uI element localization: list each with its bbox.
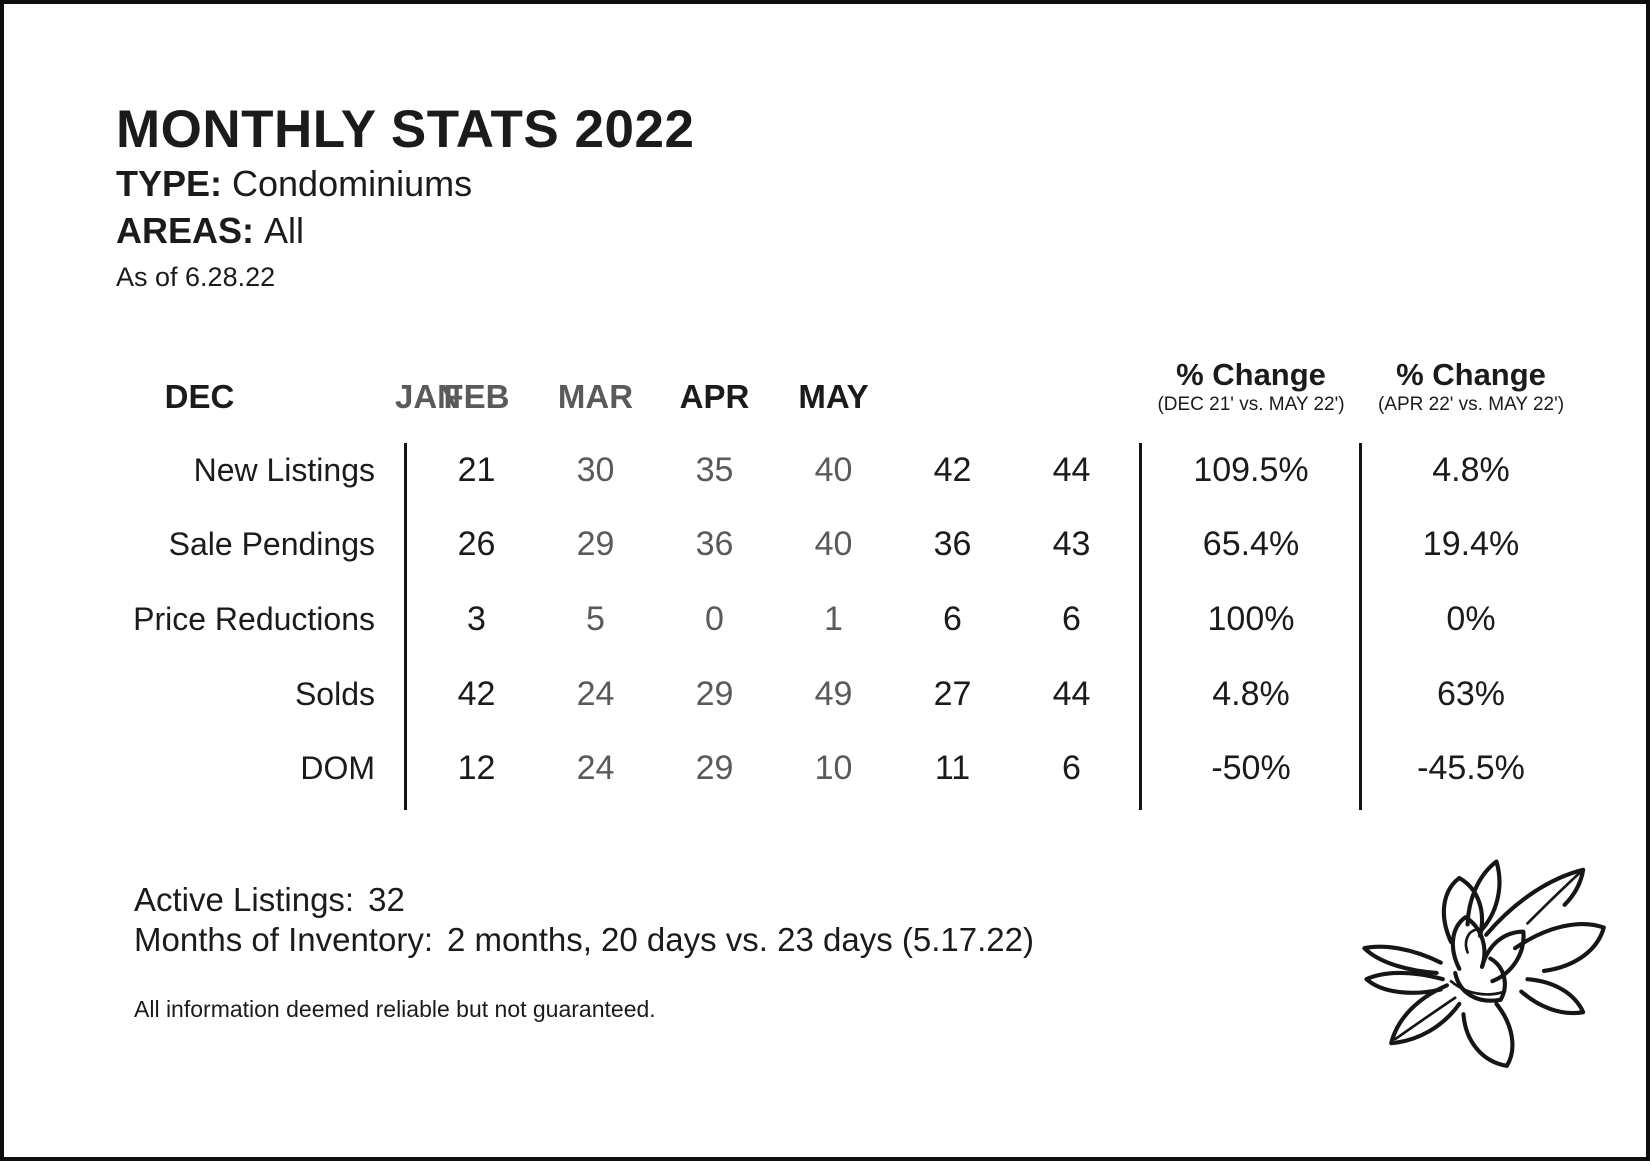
type-label: TYPE:: [116, 163, 223, 204]
type-line: TYPE: Condominiums: [116, 166, 472, 202]
pct-change-title: % Change: [1176, 357, 1326, 393]
stats-table: DEC JAN FEB MAR APR MAY % Change (DEC 21…: [4, 344, 1571, 810]
stat-value: 29: [576, 525, 615, 564]
stat-value: 6: [943, 599, 962, 638]
stat-value: 49: [814, 674, 853, 713]
table-row-dom: DOM 12 24 29 10 11 6 -50% -45.5%: [4, 731, 1571, 806]
header-spacer: [893, 344, 1012, 433]
header-divider-spacer: [1131, 344, 1151, 433]
month-header-may: MAY: [798, 378, 869, 416]
month-header-mar: MAR: [557, 378, 634, 416]
active-listings-line: Active Listings: 32: [134, 883, 405, 916]
disclaimer-text: All information deemed reliable but not …: [134, 996, 656, 1022]
stat-value: 29: [695, 674, 734, 713]
stat-value: 29: [695, 749, 734, 788]
pct-change-subtitle: (APR 22' vs. MAY 22'): [1377, 394, 1565, 416]
pct-value: 65.4%: [1202, 525, 1300, 564]
areas-line: AREAS: All: [116, 213, 304, 249]
stat-value: 40: [814, 450, 853, 489]
pct-value: -45.5%: [1417, 749, 1525, 788]
table-header-row: DEC JAN FEB MAR APR MAY % Change (DEC 21…: [4, 344, 1571, 433]
pct-value: 4.8%: [1432, 450, 1510, 489]
month-header-feb: FEB: [443, 378, 510, 416]
stat-value: 10: [814, 749, 853, 788]
month-header-dec: DEC: [164, 378, 235, 416]
row-label: Solds: [294, 675, 375, 712]
stat-value: 12: [457, 749, 496, 788]
stat-value: 11: [934, 749, 971, 788]
stat-value: 35: [695, 450, 734, 489]
page-title: MONTHLY STATS 2022: [116, 100, 695, 159]
stat-value: 30: [576, 450, 615, 489]
inventory-value: 2 months, 20 days vs. 23 days (5.17.22): [446, 921, 1034, 958]
stat-value: 1: [824, 599, 843, 638]
month-header-jan: JAN: [395, 378, 462, 416]
stat-value: 40: [814, 525, 853, 564]
areas-label: AREAS:: [116, 210, 255, 251]
stat-value: 3: [467, 599, 486, 638]
stat-value: 21: [457, 450, 496, 489]
stat-value: 24: [576, 749, 615, 788]
stat-value: 42: [457, 674, 496, 713]
stat-value: 44: [1052, 450, 1091, 489]
inventory-label: Months of Inventory:: [134, 921, 433, 958]
stat-value: 27: [933, 674, 972, 713]
pct-value: 100%: [1207, 599, 1295, 638]
pct-change-subtitle: (DEC 21' vs. MAY 22'): [1157, 394, 1345, 416]
active-listings-label: Active Listings:: [134, 881, 355, 918]
active-listings-value: 32: [368, 881, 405, 918]
stat-value: 44: [1052, 674, 1091, 713]
stat-value: 5: [586, 599, 605, 638]
stat-value: 24: [576, 674, 615, 713]
stat-value: 42: [933, 450, 972, 489]
pct-value: 4.8%: [1212, 674, 1290, 713]
table-row-new-listings: New Listings 21 30 35 40 42 44 109.5% 4.…: [4, 433, 1571, 508]
table-row-solds: Solds 42 24 29 49 27 44 4.8% 63%: [4, 657, 1571, 732]
table-divider-pct1: [1139, 443, 1142, 810]
table-divider-labels: [404, 443, 407, 810]
type-value: Condominiums: [232, 163, 473, 204]
header-divider-spacer: [1012, 344, 1131, 433]
stat-value: 0: [705, 599, 724, 638]
row-label: Price Reductions: [133, 600, 375, 637]
row-label: Sale Pendings: [168, 526, 375, 563]
header-divider-spacer: [1351, 344, 1371, 433]
table-row-price-reductions: Price Reductions 3 5 0 1 6 6 100% 0%: [4, 582, 1571, 657]
stat-value: 6: [1062, 749, 1081, 788]
stat-value: 26: [457, 525, 496, 564]
pct-value: 63%: [1436, 674, 1506, 713]
months-of-inventory-line: Months of Inventory: 2 months, 20 days vs…: [134, 923, 1034, 956]
pct-change-header-2: % Change (APR 22' vs. MAY 22'): [1371, 357, 1571, 433]
row-label: New Listings: [193, 451, 375, 488]
pct-value: -50%: [1211, 749, 1291, 788]
pct-change-title: % Change: [1396, 357, 1546, 393]
pct-change-header-1: % Change (DEC 21' vs. MAY 22'): [1151, 357, 1351, 433]
stat-value: 6: [1062, 599, 1081, 638]
pct-value: 0%: [1446, 599, 1496, 638]
table-divider-pct2: [1359, 443, 1362, 810]
stat-value: 36: [695, 525, 734, 564]
table-row-sale-pendings: Sale Pendings 26 29 36 40 36 43 65.4% 19…: [4, 508, 1571, 583]
stat-value: 36: [933, 525, 972, 564]
stat-value: 43: [1052, 525, 1091, 564]
magnolia-flower-icon: [1362, 859, 1606, 1068]
as-of-date: As of 6.28.22: [116, 262, 276, 292]
row-label: DOM: [300, 750, 375, 787]
month-header-apr: APR: [679, 378, 750, 416]
pct-value: 109.5%: [1193, 450, 1309, 489]
areas-value: All: [264, 210, 305, 251]
pct-value: 19.4%: [1422, 525, 1520, 564]
